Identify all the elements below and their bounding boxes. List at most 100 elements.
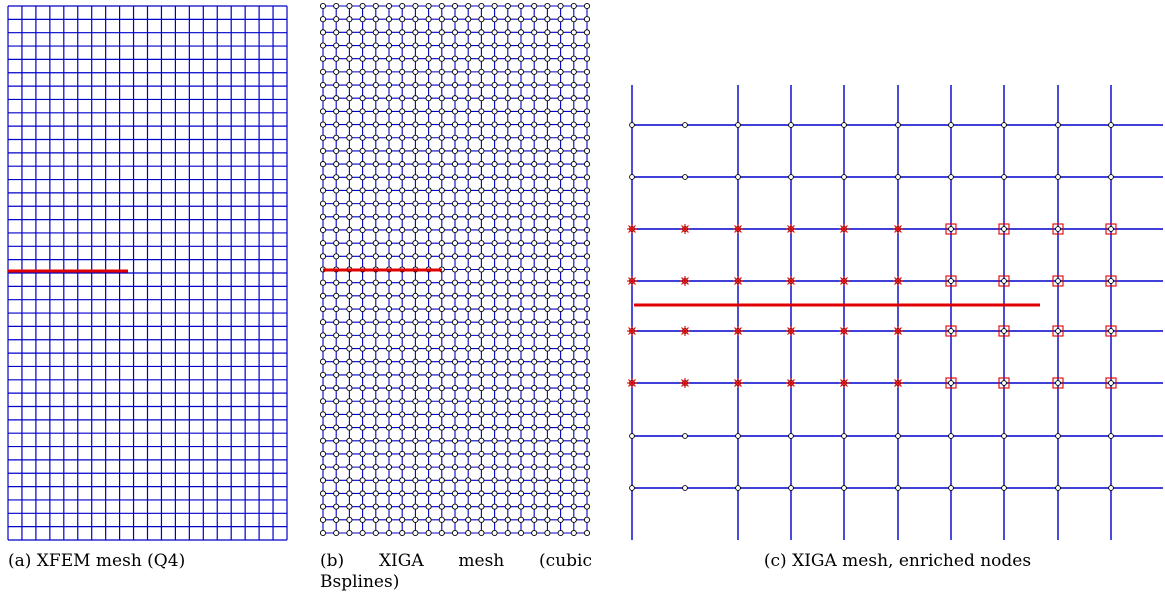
control-point-circle (359, 503, 366, 510)
control-point-circle (478, 371, 485, 378)
control-point-circle (491, 279, 498, 286)
control-point-circle (412, 240, 419, 247)
control-point-circle (478, 516, 485, 523)
control-point-circle (570, 226, 577, 234)
control-point-circle (333, 147, 340, 154)
control-point-circle (451, 371, 459, 378)
control-point-circle (399, 42, 406, 49)
asterisk-stroke (894, 277, 902, 285)
control-point-circle (478, 424, 485, 431)
control-point-circle (1055, 433, 1061, 439)
control-point-circle (465, 213, 472, 220)
control-point-circle (412, 55, 419, 62)
control-point-circle (544, 358, 551, 365)
control-point-circle (629, 122, 635, 128)
control-point-circle (491, 437, 498, 444)
control-point-circle (438, 2, 445, 10)
control-point-circle (517, 450, 525, 458)
control-point-circle (504, 226, 511, 234)
control-point-circle (478, 450, 485, 458)
control-point-circle (359, 29, 366, 36)
control-point-circle (372, 529, 379, 537)
control-point-circle (504, 503, 511, 510)
control-point-circle (465, 292, 472, 299)
control-point-circle (557, 200, 564, 207)
square-icon (945, 325, 957, 337)
control-point-circle (425, 108, 432, 115)
control-point-circle (399, 240, 406, 247)
control-point-circle (385, 68, 393, 75)
control-point-circle (333, 226, 340, 234)
control-point-circle (517, 2, 525, 10)
control-point-circle (451, 174, 459, 181)
control-point-circle (425, 332, 432, 339)
control-point-circle (504, 411, 511, 418)
control-point-circle (465, 174, 472, 181)
control-point-circle (412, 68, 419, 75)
control-point-circle (333, 411, 340, 418)
control-point-circle (465, 200, 472, 207)
control-point-circle (478, 411, 485, 418)
control-point-circle (425, 529, 432, 537)
control-point-circle (412, 464, 419, 471)
control-point-circle (948, 174, 954, 180)
control-point-circle (412, 398, 419, 405)
control-point-circle (531, 411, 538, 418)
control-point-circle (372, 305, 379, 313)
control-point-circle (385, 490, 393, 497)
control-point-circle (399, 424, 406, 431)
control-point-circle (478, 174, 485, 181)
control-point-circle (583, 516, 591, 523)
control-point-circle (425, 398, 432, 405)
control-point-circle (478, 187, 485, 194)
control-point-circle (1055, 122, 1061, 128)
control-point-circle (451, 266, 459, 273)
control-point-circle (583, 2, 591, 10)
control-point-circle (346, 332, 353, 339)
control-point-circle (491, 371, 498, 378)
control-point-circle (451, 305, 459, 313)
control-point-circle (491, 305, 498, 313)
control-point-circle (478, 95, 485, 102)
control-point-circle (451, 490, 459, 497)
asterisk-icon (680, 224, 690, 234)
control-point-circle (385, 371, 393, 378)
control-point-circle (517, 437, 525, 444)
control-point-circle (333, 345, 340, 352)
control-point-circle (385, 253, 393, 260)
control-point-circle (346, 411, 353, 418)
control-point-circle (385, 450, 393, 458)
control-point-circle (544, 279, 551, 286)
control-point-circle (319, 529, 327, 537)
control-point-circle (465, 385, 472, 392)
control-point-circle (517, 187, 525, 194)
asterisk-stroke (787, 379, 795, 387)
control-point-circle (1108, 328, 1114, 334)
control-point-circle (544, 174, 551, 181)
control-point-circle (399, 108, 406, 115)
control-point-circle (517, 16, 525, 23)
square-icon (945, 275, 957, 287)
control-point-circle (359, 161, 366, 168)
control-point-circle (583, 464, 591, 471)
control-point-circle (570, 121, 577, 128)
control-point-circle (346, 477, 353, 484)
control-point-circle (412, 134, 419, 141)
control-point-circle (319, 305, 327, 313)
control-point-circle (1108, 122, 1114, 128)
control-point-circle (438, 398, 445, 405)
control-point-circle (451, 424, 459, 431)
control-point-circle (557, 2, 564, 10)
control-point-circle (557, 147, 564, 154)
control-point-circle (333, 319, 340, 326)
control-point-circle (359, 147, 366, 154)
control-point-circle (544, 68, 551, 75)
square-icon (998, 223, 1010, 235)
control-point-circle (895, 122, 901, 128)
control-point-circle (570, 345, 577, 352)
control-point-circle (504, 371, 511, 378)
control-point-circle (346, 240, 353, 247)
control-point-circle (531, 332, 538, 339)
control-point-circle (531, 319, 538, 326)
control-point-circle (359, 371, 366, 378)
